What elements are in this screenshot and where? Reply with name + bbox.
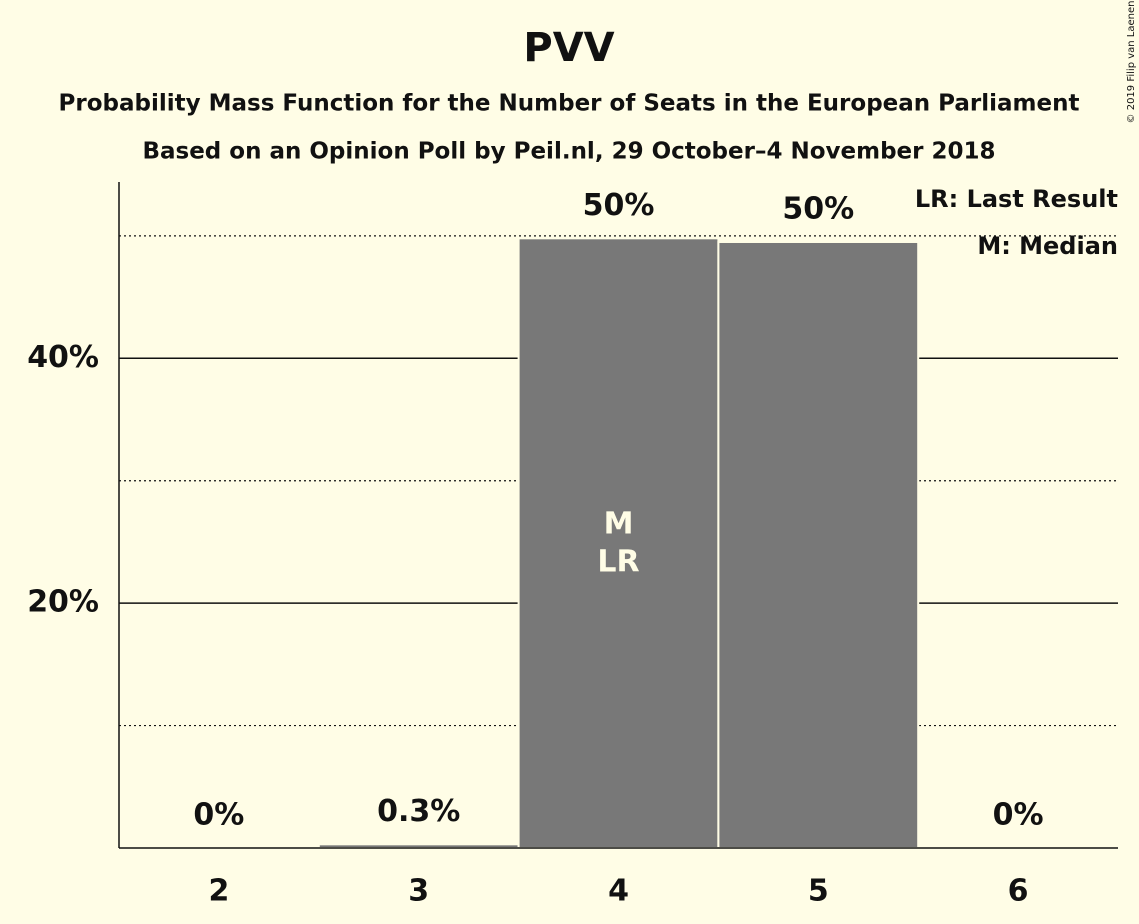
legend-entry: LR: Last Result xyxy=(915,185,1118,213)
y-tick-label: 40% xyxy=(27,340,99,375)
x-tick-label: 6 xyxy=(1008,874,1029,909)
bar xyxy=(517,237,720,850)
value-label: 0.3% xyxy=(377,794,460,829)
y-tick-label: 20% xyxy=(27,585,99,620)
value-label: 0% xyxy=(993,798,1044,833)
copyright: © 2019 Filip van Laenen xyxy=(1126,1,1137,124)
value-label: 50% xyxy=(782,191,854,226)
x-tick-label: 2 xyxy=(208,874,229,909)
bar-annotation: M xyxy=(604,507,634,542)
bar xyxy=(717,240,920,850)
x-tick-label: 5 xyxy=(808,874,829,909)
x-tick-label: 3 xyxy=(408,874,429,909)
value-label: 50% xyxy=(583,188,655,223)
value-label: 0% xyxy=(193,798,244,833)
bar-annotation: LR xyxy=(597,545,639,580)
chart-subtitle: Based on an Opinion Poll by Peil.nl, 29 … xyxy=(142,139,995,165)
legend-entry: M: Median xyxy=(977,232,1118,260)
x-tick-label: 4 xyxy=(608,874,629,909)
chart-subtitle: Probability Mass Function for the Number… xyxy=(59,91,1080,117)
chart-title: PVV xyxy=(523,25,614,71)
